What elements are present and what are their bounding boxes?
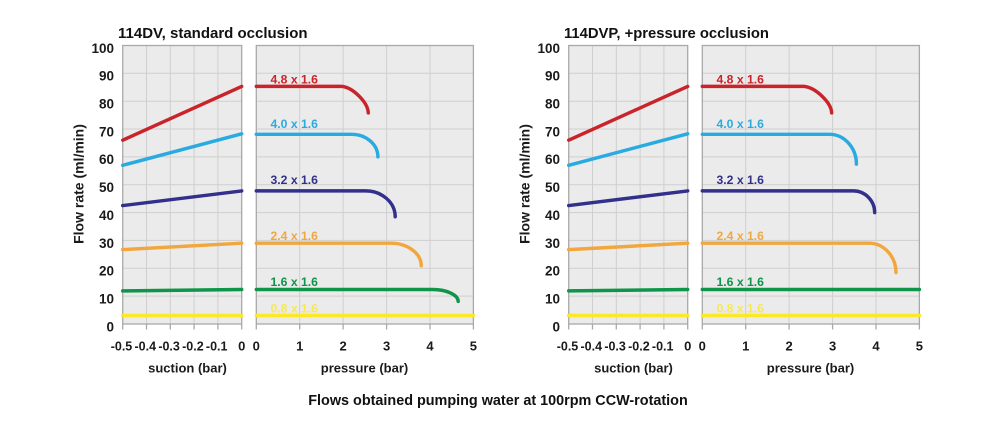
svg-text:4.8 x 1.6: 4.8 x 1.6: [271, 72, 319, 86]
svg-text:-0.5: -0.5: [557, 339, 579, 353]
svg-text:100: 100: [537, 41, 560, 56]
svg-text:114DVP, +pressure occlusion: 114DVP, +pressure occlusion: [564, 26, 769, 42]
svg-text:3: 3: [829, 338, 836, 353]
svg-text:5: 5: [916, 338, 923, 353]
svg-text:-0.4: -0.4: [581, 339, 603, 353]
svg-text:-0.2: -0.2: [182, 339, 204, 353]
svg-text:0: 0: [106, 319, 114, 334]
svg-text:2: 2: [339, 338, 346, 353]
svg-text:1: 1: [742, 338, 749, 353]
svg-text:3.2 x 1.6: 3.2 x 1.6: [717, 173, 765, 187]
svg-text:2.4 x 1.6: 2.4 x 1.6: [271, 229, 319, 243]
svg-text:20: 20: [99, 264, 114, 279]
svg-text:pressure (bar): pressure (bar): [321, 361, 408, 376]
svg-text:Flow rate (ml/min): Flow rate (ml/min): [517, 124, 533, 244]
svg-text:-0.3: -0.3: [604, 339, 626, 353]
svg-text:50: 50: [99, 180, 114, 195]
svg-text:70: 70: [99, 124, 114, 139]
svg-text:80: 80: [545, 97, 560, 112]
svg-text:Flows obtained pumping water a: Flows obtained pumping water at 100rpm C…: [308, 393, 687, 409]
svg-text:-0.4: -0.4: [135, 339, 157, 353]
svg-text:0: 0: [699, 338, 706, 353]
svg-text:Flow rate (ml/min): Flow rate (ml/min): [71, 124, 87, 244]
svg-text:90: 90: [545, 69, 560, 84]
svg-text:30: 30: [545, 236, 560, 251]
svg-text:70: 70: [545, 124, 560, 139]
svg-text:0: 0: [684, 338, 691, 353]
svg-text:20: 20: [545, 264, 560, 279]
svg-text:0: 0: [238, 338, 245, 353]
svg-text:90: 90: [99, 69, 114, 84]
svg-text:-0.1: -0.1: [652, 339, 674, 353]
svg-text:60: 60: [545, 152, 560, 167]
svg-text:pressure (bar): pressure (bar): [767, 361, 854, 376]
svg-text:0: 0: [552, 319, 560, 334]
svg-text:30: 30: [99, 236, 114, 251]
svg-text:80: 80: [99, 97, 114, 112]
svg-text:4: 4: [426, 338, 434, 353]
svg-text:60: 60: [99, 152, 114, 167]
svg-text:114DV, standard occlusion: 114DV, standard occlusion: [118, 25, 308, 42]
svg-text:50: 50: [545, 180, 560, 195]
svg-text:-0.5: -0.5: [111, 339, 133, 353]
svg-text:1.6 x 1.6: 1.6 x 1.6: [271, 275, 319, 289]
svg-text:suction (bar): suction (bar): [148, 361, 227, 376]
svg-text:10: 10: [99, 291, 114, 306]
svg-text:4: 4: [872, 338, 880, 353]
svg-text:100: 100: [91, 41, 114, 56]
svg-text:4.0 x 1.6: 4.0 x 1.6: [271, 117, 319, 131]
svg-text:10: 10: [545, 291, 560, 306]
svg-text:2.4 x 1.6: 2.4 x 1.6: [717, 229, 765, 243]
svg-text:40: 40: [545, 208, 560, 223]
svg-text:4.0 x 1.6: 4.0 x 1.6: [717, 117, 765, 131]
svg-text:4.8 x 1.6: 4.8 x 1.6: [717, 72, 765, 86]
svg-text:1: 1: [296, 338, 303, 353]
svg-text:3: 3: [383, 338, 390, 353]
svg-text:3.2 x 1.6: 3.2 x 1.6: [271, 173, 319, 187]
svg-text:-0.1: -0.1: [206, 339, 228, 353]
svg-text:-0.2: -0.2: [628, 339, 650, 353]
svg-text:suction (bar): suction (bar): [594, 361, 673, 376]
svg-text:5: 5: [470, 338, 477, 353]
svg-text:-0.3: -0.3: [158, 339, 180, 353]
svg-text:0.8 x 1.6: 0.8 x 1.6: [717, 301, 765, 315]
svg-text:0: 0: [253, 338, 260, 353]
svg-text:2: 2: [785, 338, 792, 353]
svg-text:0.8 x 1.6: 0.8 x 1.6: [271, 301, 319, 315]
svg-text:1.6 x 1.6: 1.6 x 1.6: [717, 275, 765, 289]
svg-text:40: 40: [99, 208, 114, 223]
